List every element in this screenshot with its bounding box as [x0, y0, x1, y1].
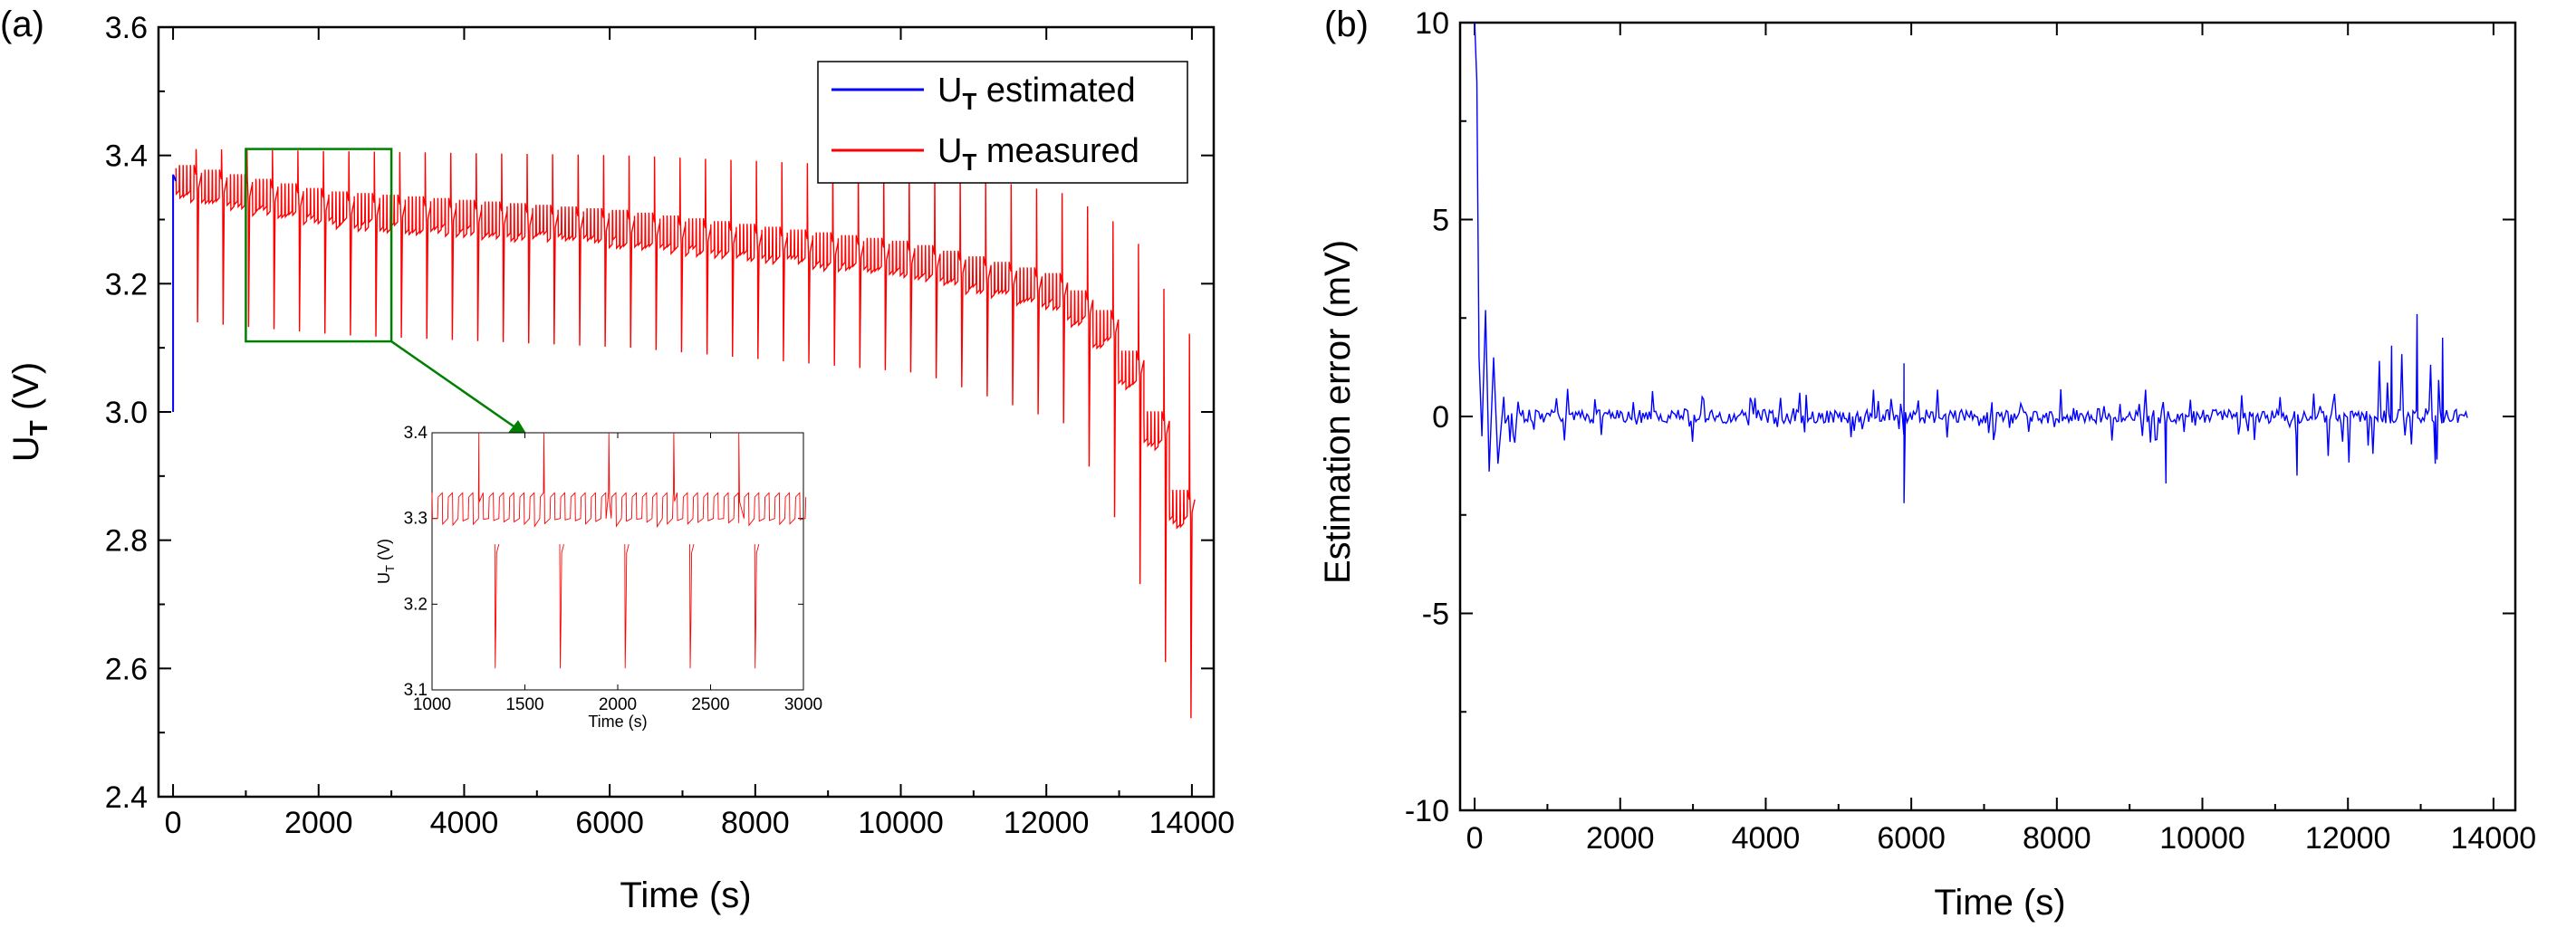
- panel-a-x-tick-label: 4000: [430, 806, 499, 840]
- inset-y-tick-label: 3.1: [404, 681, 428, 700]
- panel-a-y-tick-label: 3.2: [105, 267, 148, 301]
- zoom-box: [245, 148, 393, 343]
- legend-estimated-rest: estimated: [976, 72, 1135, 110]
- inset-low-spike: [624, 543, 630, 669]
- legend-label-estimated: UT estimated: [937, 72, 1136, 115]
- panel-a-y-axis-subscript: T: [24, 420, 53, 435]
- zoom-arrow-line: [390, 340, 520, 432]
- panel-a-y-tick-label: 2.8: [105, 524, 148, 559]
- panel-a-y-tick-label: 2.6: [105, 652, 148, 686]
- panel-a-x-tick-label: 10000: [858, 806, 944, 840]
- panel-a-y-tick-label: 3.4: [105, 139, 148, 174]
- panel-a-y-tick-label: 3.0: [105, 396, 148, 430]
- inset-y-axis-symbol: U: [375, 572, 393, 584]
- inset-low-spike: [559, 543, 564, 669]
- inset-y-axis-unit: (V): [375, 539, 393, 565]
- panel-b-x-tick-label: 6000: [1877, 821, 1946, 856]
- inset-low-spike: [494, 543, 500, 669]
- panel-a-y-tick-label: 2.4: [105, 780, 148, 815]
- panel-b-x-tick-label: 14000: [2451, 821, 2537, 856]
- inset-y-tick-label: 3.2: [404, 595, 428, 614]
- panel-a-x-tick-label: 6000: [575, 806, 644, 840]
- inset-low-spike: [689, 543, 695, 669]
- panel-b-y-axis-title: Estimation error (mV): [1318, 240, 1358, 584]
- panel-b-x-tick-label: 0: [1466, 821, 1484, 856]
- inset-low-spike: [754, 543, 760, 669]
- series-line-estimation-error: [1474, 22, 2468, 503]
- inset-series-line: [431, 432, 807, 529]
- panel-a-y-axis-title: UT (V): [6, 362, 53, 462]
- panel-b-plot-area: [1474, 22, 2468, 503]
- panel-b-ticks: 0 2000 4000 6000 8000 10000 12000 14000 -10 -5 0 5 1…: [1405, 6, 2536, 856]
- panel-b-x-tick-label: 4000: [1732, 821, 1801, 856]
- panel-a-x-tick-label: 0: [165, 806, 182, 840]
- legend-measured-symbol: U: [937, 132, 962, 170]
- panel-a-label: (a): [0, 5, 44, 44]
- inset-ticks: 1000 1500 2000 2500 3000 3.1 3.2 3.3 3.4: [404, 424, 823, 714]
- panel-b-y-tick-label: 5: [1432, 204, 1449, 238]
- panel-a-y-axis-unit: (V): [6, 362, 46, 420]
- inset-x-tick-label: 1000: [413, 695, 451, 714]
- panel-a-axes: 0 2000 4000 6000 8000 10000 12000 14000 2.4 2.6 2.…: [105, 11, 1235, 840]
- panel-b-x-tick-label: 12000: [2305, 821, 2391, 856]
- panel-b-y-tick-label: -10: [1405, 794, 1449, 828]
- panel-b-y-tick-label: -5: [1422, 598, 1449, 632]
- inset-x-tick-label: 2000: [599, 695, 637, 714]
- legend-estimated-subscript: T: [962, 88, 976, 115]
- inset-plot-area: [431, 432, 807, 669]
- panel-b-x-tick-label: 10000: [2159, 821, 2245, 856]
- inset-y-tick-label: 3.3: [404, 510, 428, 529]
- panel-a-plot-area: [172, 148, 1196, 719]
- panel-a-x-tick-label: 2000: [284, 806, 353, 840]
- panel-a-y-axis-symbol: U: [6, 435, 46, 462]
- series-line-estimated: [172, 174, 178, 412]
- inset-x-tick-label: 1500: [505, 695, 543, 714]
- panel-a-legend: UT estimated UT measured: [817, 61, 1188, 184]
- panel-b-x-axis-title: Time (s): [1934, 883, 2065, 923]
- inset-y-tick-label: 3.4: [404, 424, 428, 443]
- panel-a-x-tick-label: 12000: [1004, 806, 1090, 840]
- panel-b-x-tick-label: 8000: [2023, 821, 2091, 856]
- inset-frame: [431, 432, 804, 691]
- legend-label-measured: UT measured: [937, 132, 1139, 176]
- legend-measured-rest: measured: [976, 132, 1139, 170]
- panel-a-x-axis-title: Time (s): [620, 875, 751, 915]
- panel-a-y-tick-label: 3.6: [105, 11, 148, 45]
- inset-axes: 1000 1500 2000 2500 3000 3.1 3.2 3.3 3.4: [404, 424, 823, 714]
- inset-x-tick-label: 3000: [784, 695, 822, 714]
- panel-b-label: (b): [1324, 5, 1369, 44]
- inset-y-axis-subscript: T: [383, 565, 397, 572]
- legend-measured-subscript: T: [962, 148, 976, 176]
- inset-x-axis-title: Time (s): [588, 713, 647, 731]
- panel-b-x-tick-label: 2000: [1586, 821, 1655, 856]
- legend-estimated-symbol: U: [937, 72, 962, 110]
- inset-y-axis-title: UT (V): [375, 539, 397, 584]
- panel-b-y-tick-label: 10: [1415, 6, 1449, 41]
- inset-x-tick-label: 2500: [691, 695, 729, 714]
- panel-a-x-tick-label: 8000: [721, 806, 790, 840]
- panel-a-x-tick-label: 14000: [1149, 806, 1235, 840]
- series-line-measured: [175, 148, 1196, 719]
- panel-b-y-tick-label: 0: [1432, 400, 1449, 435]
- legend-frame: [817, 61, 1188, 184]
- panel-a-ticks: 0 2000 4000 6000 8000 10000 12000 14000 2.4 2.6 2.…: [105, 11, 1235, 840]
- panel-b-axes: 0 2000 4000 6000 8000 10000 12000 14000 -10 -5 0 5 1…: [1405, 6, 2536, 856]
